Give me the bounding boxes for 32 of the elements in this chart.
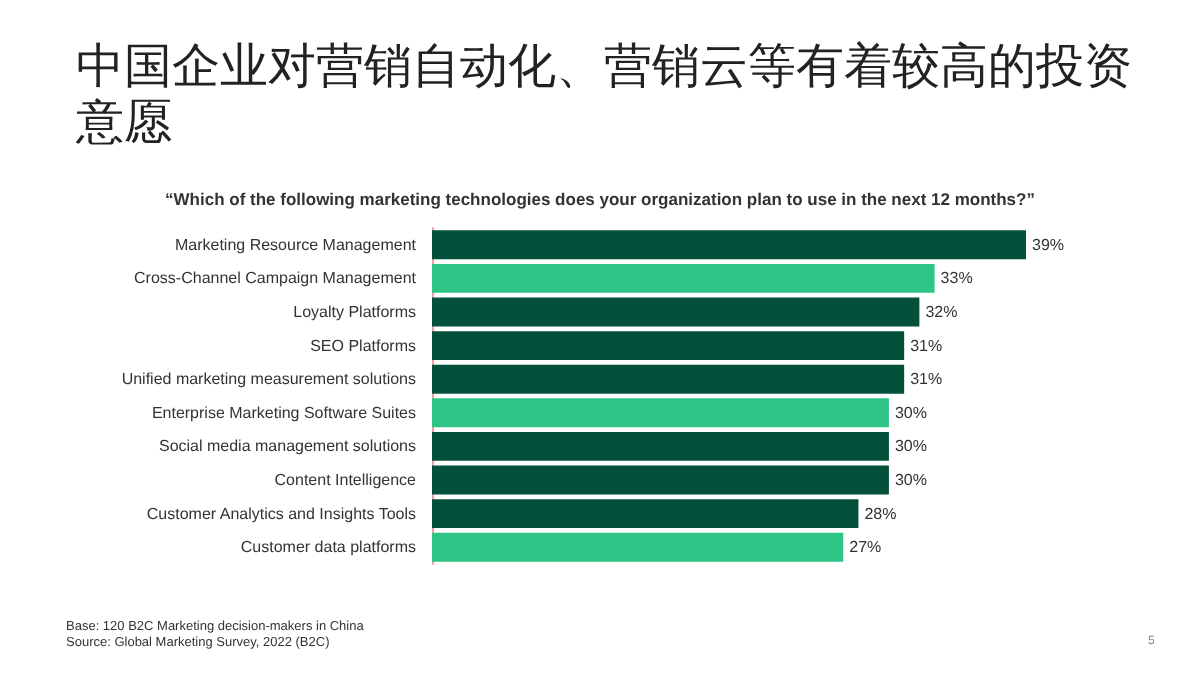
data-label: 31% (910, 370, 943, 389)
data-label: 31% (910, 336, 943, 355)
data-label: 33% (940, 269, 973, 288)
chart-subtitle: “Which of the following marketing technologies does your organization plan to use in the next 12 months?” (165, 189, 1035, 209)
bar (432, 431, 889, 461)
bar (432, 297, 920, 327)
y-tick-label: Marketing Resource Management (174, 235, 418, 254)
data-label: 32% (925, 303, 958, 321)
bar (432, 331, 905, 361)
data-label: 30% (894, 437, 927, 456)
y-tick-label: Unified marketing measurement solutions (121, 370, 416, 389)
bar (432, 230, 1026, 260)
data-label: 39% (1032, 235, 1065, 254)
bar (432, 364, 905, 394)
bar (432, 263, 935, 293)
data-label: 28% (864, 504, 897, 523)
bar (432, 532, 844, 562)
data-label: 30% (894, 471, 927, 489)
y-tick-label: Social media management solutions (158, 437, 416, 456)
y-tick-label: Cross-Channel Campaign Management (134, 269, 418, 288)
data-label: 27% (849, 538, 882, 557)
y-tick-label: Content Intelligence (274, 471, 418, 489)
data-label: 30% (894, 403, 927, 422)
chart-title: 中国企业对营销自动化、营销云等有着较高的投资意愿 (74, 38, 1132, 150)
bar (432, 465, 889, 495)
y-tick-label: SEO Platforms (310, 336, 416, 355)
bar (432, 499, 859, 529)
y-tick-label: Customer data platforms (240, 538, 416, 557)
y-tick-label: Enterprise Marketing Software Suites (151, 403, 416, 422)
bar (432, 398, 889, 428)
y-tick-label: Customer Analytics and Insights Tools (146, 504, 416, 523)
y-tick-label: Loyalty Platforms (293, 303, 416, 321)
